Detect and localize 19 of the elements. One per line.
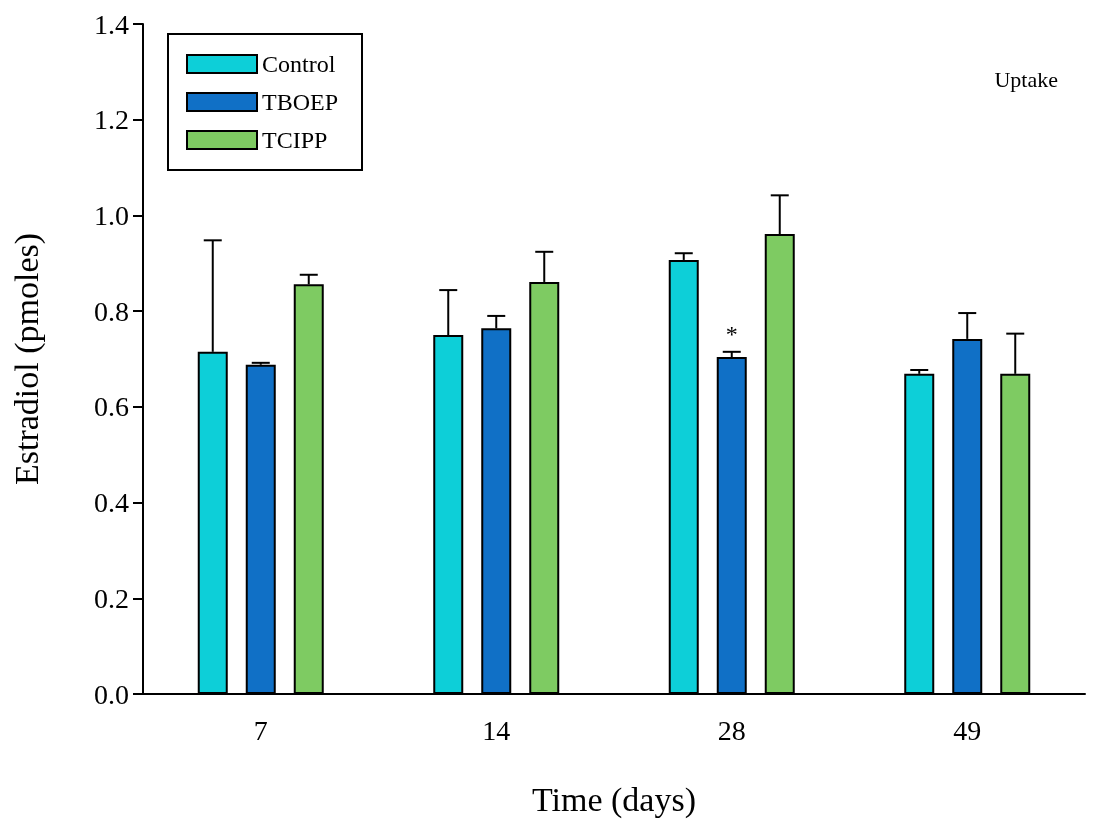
y-tick-label: 0.6	[94, 391, 129, 423]
y-tick-label: 1.2	[94, 104, 129, 136]
y-axis-title: Estradiol (pmoles)	[7, 232, 46, 486]
x-tick-label: 7	[253, 714, 268, 746]
data-label: *	[725, 320, 738, 347]
legend-label: TCIPP	[262, 127, 328, 153]
y-tick-label: 0.4	[94, 487, 129, 519]
x-tick-label: 28	[717, 714, 746, 746]
x-axis-title: Time (days)	[531, 780, 697, 819]
y-tick-label: 1.4	[94, 8, 129, 40]
annotation: Uptake	[994, 66, 1058, 92]
x-tick-label: 49	[953, 714, 982, 746]
legend-label: Control	[262, 51, 336, 77]
y-tick-label: 0.2	[94, 582, 129, 614]
legend-label: TBOEP	[262, 89, 339, 115]
y-tick-label: 1.0	[94, 199, 129, 231]
y-tick-label: 0.0	[94, 678, 129, 710]
x-tick-label: 14	[482, 714, 511, 746]
y-tick-label: 0.8	[94, 295, 129, 327]
